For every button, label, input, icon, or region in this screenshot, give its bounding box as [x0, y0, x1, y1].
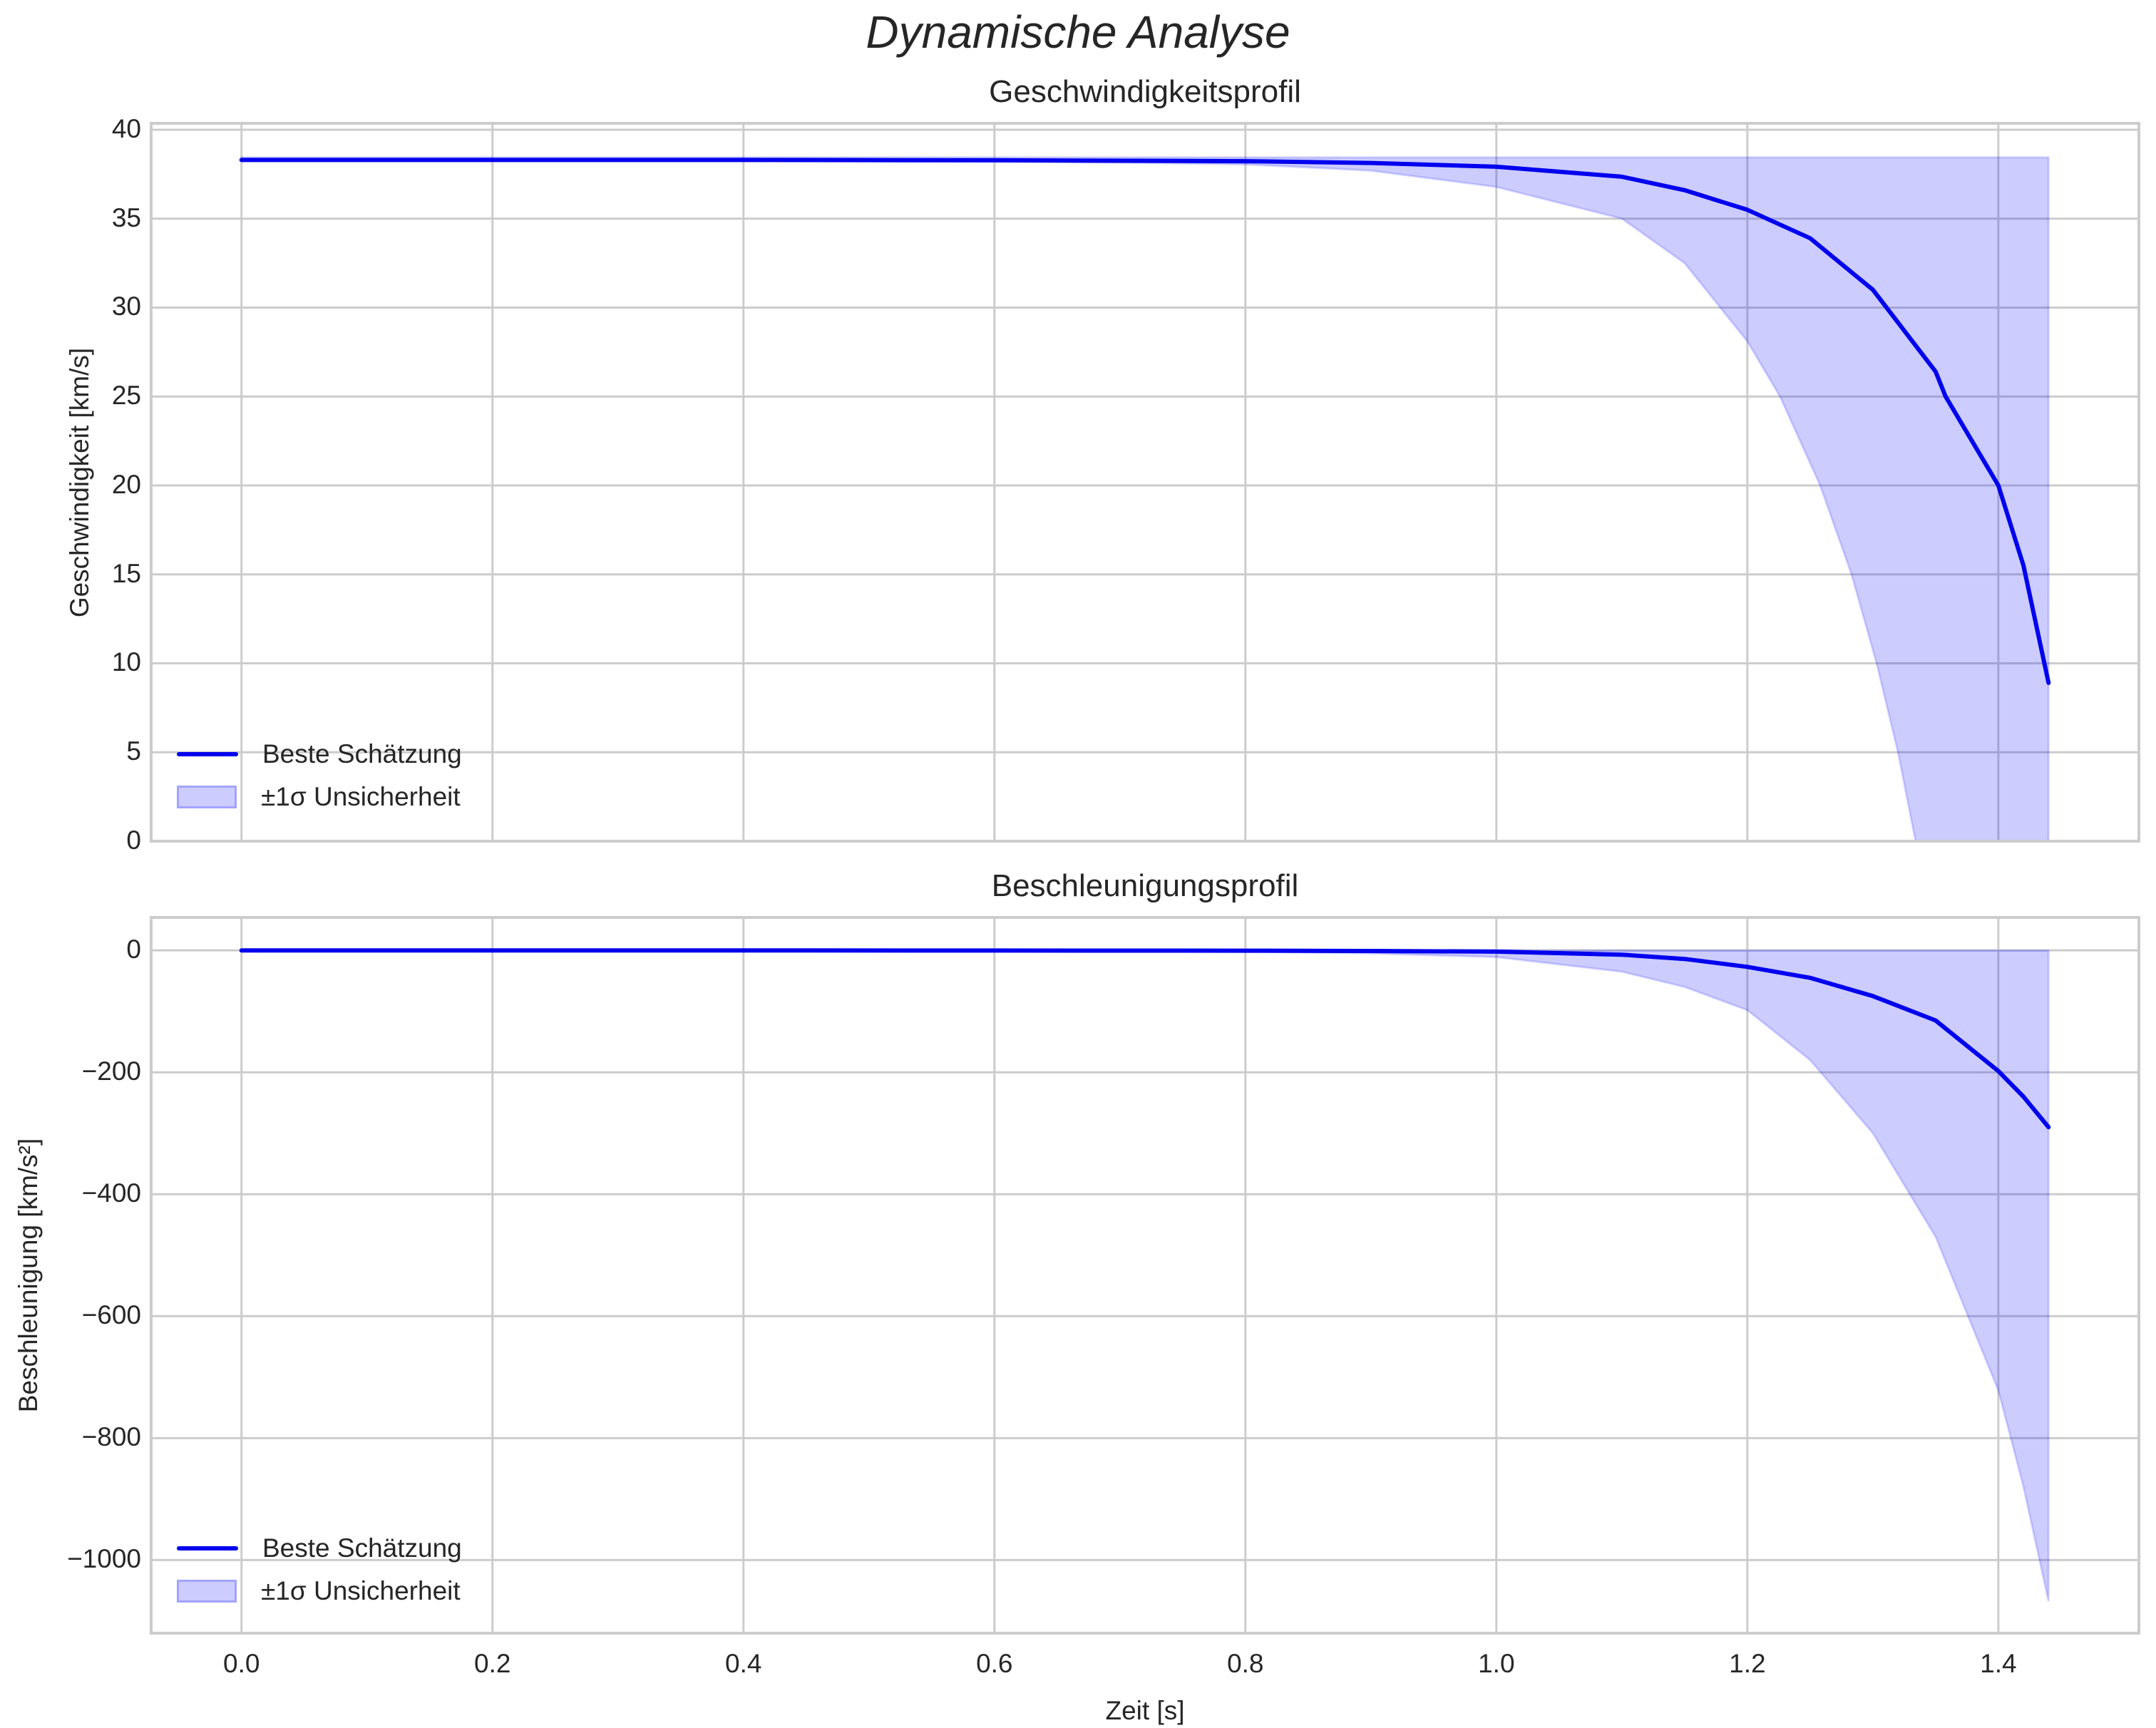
- y-tick-label: 35: [111, 202, 141, 232]
- y-tick-label: 0: [126, 826, 141, 855]
- acceleration-axes: [150, 916, 2140, 1635]
- y-tick-label: −400: [81, 1178, 141, 1208]
- legend-entry-uncertainty: ±1σ Unsicherheit: [177, 1570, 462, 1613]
- x-tick-label: 0.0: [223, 1649, 260, 1678]
- x-tick-label: 0.2: [474, 1649, 511, 1678]
- y-tick-label: −1000: [67, 1544, 141, 1574]
- x-tick-label: 0.8: [1227, 1649, 1264, 1678]
- line-swatch-icon: [177, 1546, 238, 1550]
- figure-title: Dynamische Analyse: [866, 6, 1290, 58]
- x-tick-label: 1.4: [1980, 1649, 2017, 1678]
- x-tick-label: 1.2: [1729, 1649, 1766, 1678]
- x-tick-label: 1.0: [1478, 1649, 1515, 1678]
- y-tick-label: 40: [111, 113, 141, 143]
- acceleration-axes-title: Beschleunigungsprofil: [991, 868, 1299, 903]
- y-tick-label: 20: [111, 469, 141, 499]
- x-tick-label: 0.4: [725, 1649, 762, 1678]
- band-swatch-icon: [177, 786, 237, 808]
- legend-entry-best-estimate: Beste Schätzung: [177, 733, 462, 776]
- uncertainty-band: [241, 949, 2050, 1602]
- line-swatch-icon: [177, 752, 238, 756]
- velocity-axes: [150, 122, 2140, 843]
- best-estimate-line: [239, 948, 2051, 1130]
- y-tick-label: 5: [126, 736, 141, 766]
- legend-entry-uncertainty: ±1σ Unsicherheit: [177, 776, 462, 818]
- y-tick-label: −600: [81, 1300, 141, 1330]
- y-tick-label: −800: [81, 1422, 141, 1452]
- y-tick-label: 30: [111, 292, 141, 322]
- axes-frame: [150, 122, 2140, 843]
- legend-label: ±1σ Unsicherheit: [261, 782, 461, 811]
- acceleration-y-axis-label: Beschleunigung [km/s²]: [14, 1138, 43, 1413]
- x-axis-label: Zeit [s]: [1105, 1696, 1185, 1725]
- velocity-legend: Beste Schätzung ±1σ Unsicherheit: [177, 733, 462, 818]
- best-estimate-line: [239, 158, 2051, 685]
- legend-label: Beste Schätzung: [262, 739, 462, 768]
- velocity-axes-title: Geschwindigkeitsprofil: [989, 74, 1301, 109]
- band-swatch-icon: [177, 1580, 237, 1603]
- legend-entry-best-estimate: Beste Schätzung: [177, 1527, 462, 1570]
- velocity-y-axis-label: Geschwindigkeit [km/s]: [65, 347, 94, 617]
- y-tick-label: 25: [111, 381, 141, 411]
- uncertainty-band: [240, 156, 2050, 841]
- acceleration-legend: Beste Schätzung ±1σ Unsicherheit: [177, 1527, 462, 1613]
- y-tick-label: 15: [111, 558, 141, 588]
- x-tick-label: 0.6: [976, 1649, 1013, 1678]
- legend-label: Beste Schätzung: [262, 1533, 462, 1563]
- y-tick-label: 0: [126, 935, 141, 965]
- axes-frame: [150, 916, 2140, 1635]
- legend-label: ±1σ Unsicherheit: [261, 1576, 461, 1605]
- y-tick-label: 10: [111, 647, 141, 677]
- y-tick-label: −200: [81, 1056, 141, 1086]
